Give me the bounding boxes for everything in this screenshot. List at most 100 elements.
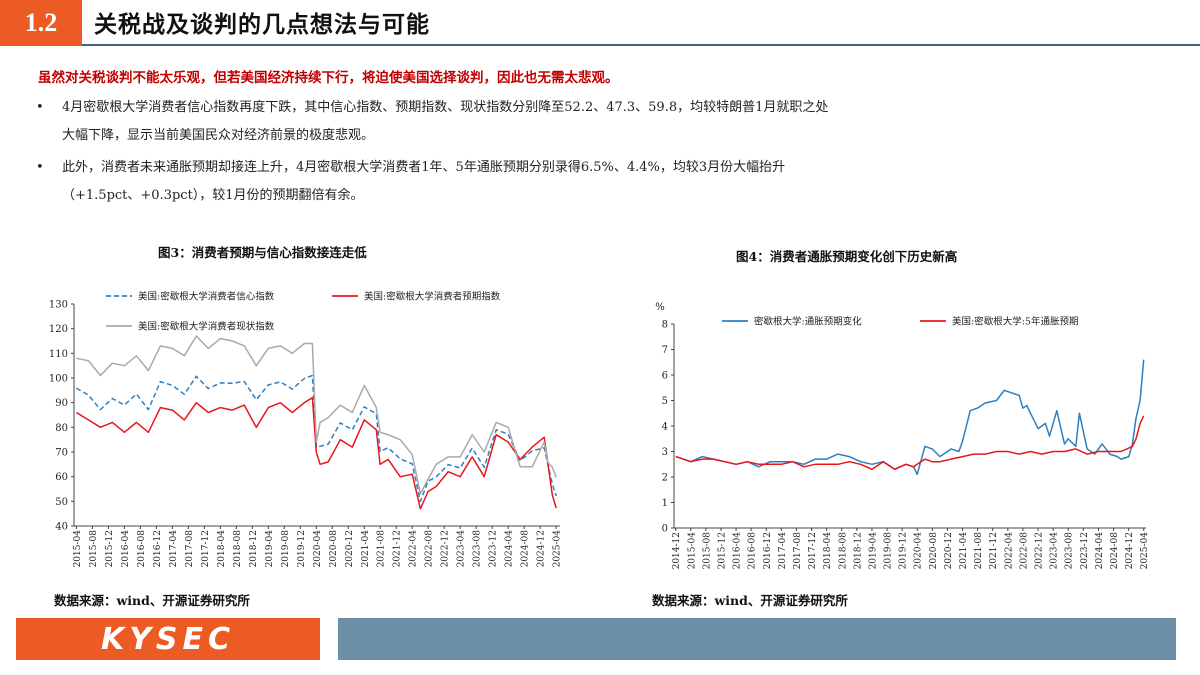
x-tick-label: 2018-08 <box>233 530 243 568</box>
y-tick-label: 120 <box>49 324 68 335</box>
x-tick-label: 2023-12 <box>1080 532 1090 569</box>
x-tick-label: 2016-12 <box>153 530 163 567</box>
x-tick-label: 2017-04 <box>169 530 179 568</box>
x-tick-label: 2020-08 <box>329 530 339 568</box>
y-tick-label: 1 <box>662 498 668 509</box>
y-tick-label: 0 <box>662 524 668 535</box>
x-tick-label: 2016-08 <box>748 532 758 570</box>
x-tick-label: 2018-08 <box>838 532 848 570</box>
x-tick-label: 2018-04 <box>823 532 833 570</box>
section-title: 关税战及谈判的几点想法与可能 <box>94 12 430 38</box>
x-tick-label: 2022-12 <box>1035 532 1045 569</box>
x-tick-label: 2018-04 <box>217 530 227 568</box>
x-tick-label: 2025-04 <box>1140 532 1150 570</box>
x-tick-label: 2022-12 <box>441 530 451 567</box>
x-tick-label: 2022-08 <box>425 530 435 568</box>
x-tick-label: 2019-04 <box>265 530 275 568</box>
y-tick-label: 80 <box>55 423 68 434</box>
x-tick-label: 2023-08 <box>1065 532 1075 570</box>
x-tick-label: 2017-08 <box>793 532 803 570</box>
y-tick-label: 130 <box>49 300 68 311</box>
logo-text: KYSEC <box>100 621 236 657</box>
x-tick-label: 2022-08 <box>1019 532 1029 570</box>
source-note-left: 数据来源：wind、开源证券研究所 <box>54 593 250 608</box>
x-tick-label: 2015-12 <box>105 530 115 567</box>
x-tick-label: 2014-12 <box>672 532 682 569</box>
y-tick-label: 100 <box>49 374 68 385</box>
y-tick-label: 2 <box>662 473 668 484</box>
lead-statement: 虽然对关税谈判不能太乐观，但若美国经济持续下行，将迫使美国选择谈判，因此也无需太… <box>38 70 619 86</box>
legend-label: 美国:密歇根大学消费者预期指数 <box>364 291 501 303</box>
bullet-line: （+1.5pct、+0.3pct），较1月份的预期翻倍有余。 <box>62 188 364 203</box>
x-tick-label: 2022-04 <box>1004 532 1014 570</box>
x-tick-label: 2017-12 <box>808 532 818 569</box>
y-tick-label: 50 <box>55 497 68 508</box>
y-tick-label: 40 <box>55 522 68 533</box>
x-tick-label: 2020-04 <box>313 530 323 568</box>
x-tick-label: 2017-12 <box>201 530 211 567</box>
bullet-item: • 此外，消费者未来通胀预期却接连上升，4月密歇根大学消费者1年、5年通胀预期分… <box>36 154 1166 210</box>
x-tick-label: 2021-04 <box>361 530 371 568</box>
series-line <box>76 374 557 503</box>
y-tick-label: 5 <box>662 396 668 407</box>
x-tick-label: 2024-04 <box>1095 532 1105 570</box>
x-tick-label: 2016-04 <box>733 532 743 570</box>
x-tick-label: 2021-08 <box>974 532 984 570</box>
bullet-list: • 4月密歇根大学消费者信心指数再度下跌，其中信心指数、预期指数、现状指数分别降… <box>36 94 1166 214</box>
y-tick-label: 90 <box>55 398 68 409</box>
y-unit-label: % <box>655 302 665 313</box>
x-tick-label: 2023-04 <box>457 530 467 568</box>
bullet-line: 大幅下降，显示当前美国民众对经济前景的极度悲观。 <box>62 128 375 143</box>
source-note-right: 数据来源：wind、开源证券研究所 <box>652 593 848 608</box>
sentiment-chart: 40 50 60 70 80 90 100 110 120 130 2015-04 2015-08 20… <box>49 291 563 568</box>
y-tick-label: 3 <box>662 447 668 458</box>
bullet-line: 4月密歇根大学消费者信心指数再度下跌，其中信心指数、预期指数、现状指数分别降至5… <box>62 100 829 115</box>
inflation-expectation-chart: 0 1 2 3 4 5 6 7 8% 2014-12 2015-04 2015-08 2015-12 20… <box>655 302 1150 570</box>
x-tick-label: 2018-12 <box>853 532 863 569</box>
x-tick-label: 2020-12 <box>944 532 954 569</box>
x-tick-label: 2015-08 <box>89 530 99 568</box>
bullet-line: 此外，消费者未来通胀预期却接连上升，4月密歇根大学消费者1年、5年通胀预期分别录… <box>62 160 786 175</box>
legend-label: 美国:密歇根大学:5年通胀预期 <box>952 316 1078 328</box>
x-tick-label: 2022-04 <box>409 530 419 568</box>
x-tick-label: 2020-04 <box>914 532 924 570</box>
x-tick-label: 2019-12 <box>899 532 909 569</box>
y-tick-label: 70 <box>55 448 68 459</box>
series-line <box>76 396 557 510</box>
x-tick-label: 2018-12 <box>249 530 259 567</box>
chart-title-left: 图3：消费者预期与信心指数接连走低 <box>158 245 367 260</box>
x-tick-label: 2021-12 <box>989 532 999 569</box>
section-number: 1.2 <box>0 0 82 46</box>
x-tick-label: 2021-12 <box>393 530 403 567</box>
x-tick-label: 2015-04 <box>73 530 83 568</box>
x-tick-label: 2025-04 <box>553 530 563 568</box>
footer-bar <box>338 618 1176 660</box>
x-tick-label: 2016-08 <box>137 530 147 568</box>
legend-label: 美国:密歇根大学消费者信心指数 <box>138 291 275 303</box>
x-tick-label: 2015-12 <box>717 532 727 569</box>
kysec-logo: KYSEC <box>16 618 320 660</box>
y-tick-label: 4 <box>662 422 668 433</box>
x-tick-label: 2024-08 <box>1110 532 1120 570</box>
x-tick-label: 2024-08 <box>521 530 531 568</box>
y-tick-label: 8 <box>662 320 668 331</box>
x-tick-label: 2019-08 <box>281 530 291 568</box>
y-tick-label: 7 <box>662 345 668 356</box>
x-tick-label: 2023-12 <box>489 530 499 567</box>
x-tick-label: 2015-04 <box>687 532 697 570</box>
x-tick-label: 2020-12 <box>345 530 355 567</box>
chart-title-right: 图4：消费者通胀预期变化创下历史新高 <box>736 249 958 264</box>
series-line <box>675 359 1145 476</box>
x-tick-label: 2016-12 <box>763 532 773 569</box>
x-tick-label: 2023-08 <box>473 530 483 568</box>
legend-label: 美国:密歇根大学消费者现状指数 <box>138 321 275 333</box>
x-tick-label: 2021-04 <box>959 532 969 570</box>
y-tick-label: 110 <box>49 349 68 360</box>
x-tick-label: 2017-04 <box>778 532 788 570</box>
x-tick-label: 2019-08 <box>884 532 894 570</box>
x-tick-label: 2019-04 <box>868 532 878 570</box>
x-tick-label: 2016-04 <box>121 530 131 568</box>
bullet-item: • 4月密歇根大学消费者信心指数再度下跌，其中信心指数、预期指数、现状指数分别降… <box>36 94 1166 150</box>
legend-label: 密歇根大学:通胀预期变化 <box>754 316 862 328</box>
x-tick-label: 2023-04 <box>1050 532 1060 570</box>
